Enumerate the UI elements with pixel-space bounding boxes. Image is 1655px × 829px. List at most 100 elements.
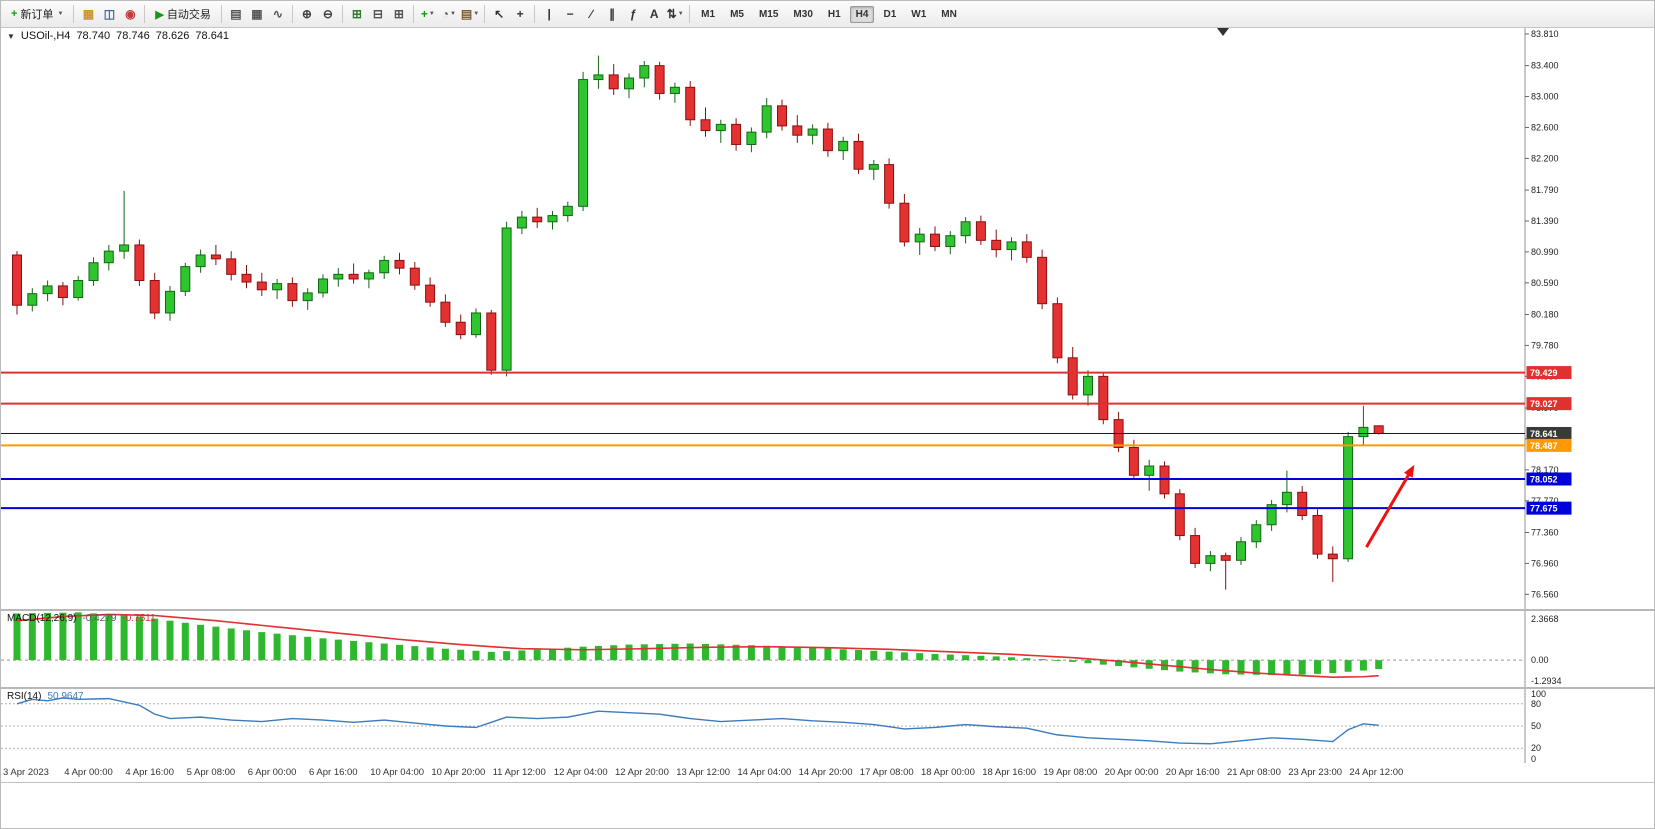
candle-body	[363, 272, 374, 280]
panel-separator[interactable]	[1, 609, 1654, 611]
zoom-out-icon[interactable]: ⊖	[318, 4, 338, 24]
candle-body	[899, 202, 910, 243]
candle-body	[1373, 425, 1384, 434]
candlestick-chart-icon[interactable]: ▦	[247, 4, 267, 24]
candle-body	[57, 285, 68, 299]
template-icon[interactable]: ▤ ▼	[460, 4, 480, 24]
candlestick-chart-icon: ▦	[251, 7, 263, 21]
timeframe-m30[interactable]: M30	[793, 8, 813, 20]
macd-panel[interactable]: 2.3668 0.00 -1.2934	[1, 611, 1655, 687]
new-order-button-label: 新订单	[20, 9, 54, 21]
timeframe-w1[interactable]: W1	[911, 8, 927, 20]
time-label: 5 Apr 08:00	[186, 767, 236, 778]
zoom-in-icon[interactable]: ⊕	[297, 4, 317, 24]
candle-body	[103, 250, 114, 264]
bar-chart-icon: ▤	[230, 7, 242, 21]
candle-body	[272, 283, 283, 291]
tile-windows-icon[interactable]: ⊞	[347, 4, 367, 24]
candle-body	[669, 86, 680, 94]
timeframe-h4[interactable]: H4	[849, 5, 875, 23]
autotrading-button[interactable]: ▶ 自动交易	[149, 3, 216, 25]
arrows-tool-icon[interactable]: ⇅ ▼	[665, 4, 685, 24]
candle-body	[807, 128, 818, 136]
candle-body	[975, 221, 986, 241]
candle-body	[578, 79, 589, 207]
ohlc-close: 78.641	[195, 30, 230, 42]
time-label: 17 Apr 08:00	[859, 767, 914, 778]
price-tick: 78.170	[1531, 465, 1559, 475]
trend-arrow[interactable]	[1365, 464, 1415, 548]
candle-body	[1312, 514, 1323, 555]
candle-body	[1297, 491, 1308, 516]
chart-shift-marker[interactable]	[1217, 28, 1229, 36]
candle-body	[1128, 446, 1139, 476]
timeframe-mn[interactable]: MN	[941, 8, 957, 20]
candle-body	[853, 140, 864, 170]
text-tool-icon[interactable]: A	[644, 4, 664, 24]
candle-body	[42, 285, 53, 295]
timeframe-m1[interactable]: M1	[701, 8, 716, 20]
charts-icon[interactable]: ▦	[78, 4, 98, 24]
new-order-button[interactable]: + 新订单 ▼	[5, 3, 69, 25]
candle-body	[1083, 375, 1093, 396]
candle-body	[440, 301, 451, 323]
candle-body	[471, 312, 481, 336]
timeframe-d1[interactable]: D1	[883, 8, 897, 20]
current-price-line-badge	[1526, 426, 1572, 440]
candle-body	[715, 123, 726, 132]
timeframe-h1[interactable]: H1	[827, 8, 841, 20]
timeframe-m15[interactable]: M15	[758, 8, 779, 20]
candle-body	[333, 273, 344, 280]
time-label: 18 Apr 16:00	[982, 767, 1037, 778]
time-label: 12 Apr 04:00	[553, 767, 608, 778]
cascade-windows-icon[interactable]: ⊟	[368, 4, 388, 24]
candle-body	[761, 105, 772, 133]
candle-body	[731, 123, 742, 145]
community-icon[interactable]: ◉	[120, 4, 140, 24]
arrange-windows-icon[interactable]: ⊞	[389, 4, 409, 24]
fibonacci-icon[interactable]: ƒ	[623, 4, 643, 24]
candle-body	[792, 125, 803, 136]
candle-body	[486, 312, 497, 371]
profiles-icon[interactable]: ◫	[99, 4, 119, 24]
line-chart-icon[interactable]: ∿	[268, 4, 288, 24]
add-indicator-icon[interactable]: + ▼	[418, 4, 438, 24]
period-icon[interactable]: ◔ ▼	[439, 4, 459, 24]
time-label: 14 Apr 04:00	[737, 767, 792, 778]
macd-histogram	[13, 612, 1383, 676]
rsi-name: RSI(14)	[7, 691, 42, 702]
price-tick: 83.000	[1531, 92, 1559, 102]
candle-body	[547, 215, 558, 223]
template-icon: ▤	[460, 7, 473, 21]
rsi-line	[16, 697, 1379, 745]
trendline-icon[interactable]: ∕	[581, 4, 601, 24]
rsi-value: 50.9647	[47, 691, 84, 702]
vertical-line-icon[interactable]: |	[539, 4, 559, 24]
rsi-label: RSI(14) 50.9647	[7, 691, 84, 702]
channel-icon[interactable]: ∥	[602, 4, 622, 24]
candle-body	[1281, 491, 1292, 506]
toolbar-separator	[689, 5, 691, 23]
time-label: 24 Apr 12:00	[1349, 767, 1404, 778]
rsi-scale-label: 0	[1531, 754, 1536, 763]
collapse-trade-panel-icon[interactable]: ▼	[7, 31, 15, 41]
candle-body	[960, 221, 971, 237]
horizontal-line-icon[interactable]: −	[560, 4, 580, 24]
toolbar-separator	[73, 5, 75, 23]
timeframe-m5[interactable]: M5	[730, 8, 744, 20]
candle-body	[991, 239, 1002, 251]
price-tick: 83.810	[1531, 29, 1559, 39]
cursor-icon[interactable]: ↖	[489, 4, 509, 24]
symbol-label: USOil-,H4	[20, 30, 71, 42]
main-chart[interactable]: 83.810 83.400 83.000 82.600 82.200 81.790 81.3…	[1, 27, 1655, 609]
crosshair-icon[interactable]: +	[510, 4, 530, 24]
bar-chart-icon[interactable]: ▤	[226, 4, 246, 24]
toolbar-separator	[144, 5, 146, 23]
candle-body	[1037, 256, 1048, 305]
panel-separator[interactable]	[1, 687, 1654, 689]
price-badge-label: 78.487	[1530, 441, 1558, 451]
candle-body	[27, 293, 38, 306]
candle-body	[700, 119, 711, 132]
macd-main-value: -0.4279	[82, 613, 117, 624]
